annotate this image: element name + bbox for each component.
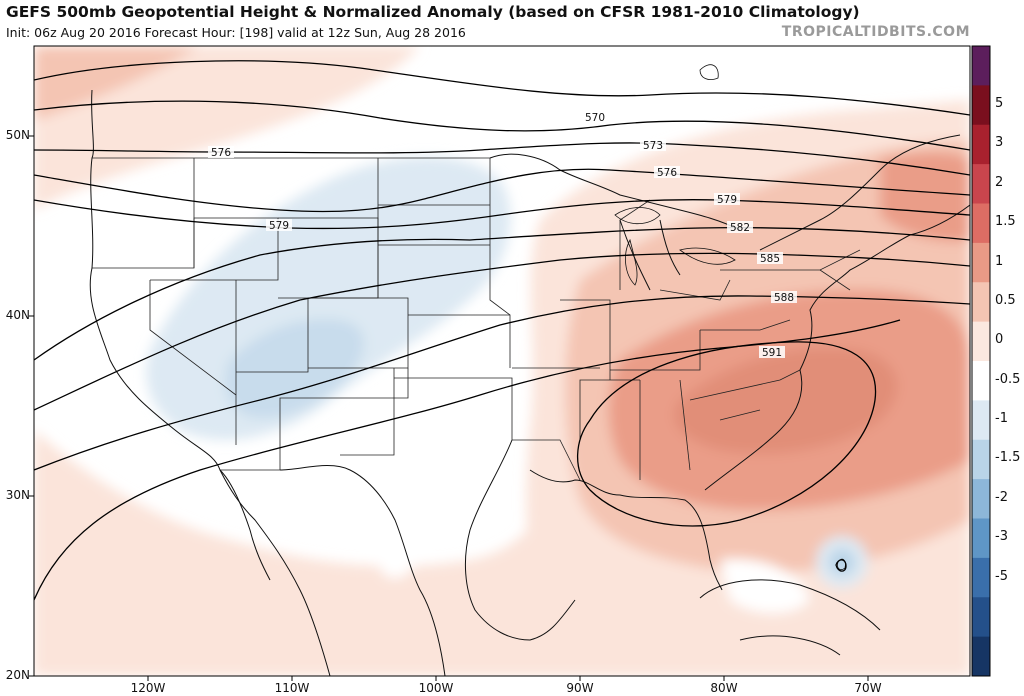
colorbar-label: 1.5: [995, 214, 1016, 230]
longitude-label: 70W: [854, 681, 882, 695]
longitude-label: 100W: [418, 681, 454, 695]
longitude-label: 120W: [130, 681, 166, 695]
latitude-label: 50N: [5, 128, 30, 142]
contour-label-588: 588: [774, 292, 794, 304]
longitude-label: 80W: [710, 681, 738, 695]
colorbar-segment: [972, 124, 990, 165]
lakes-and-islands: [614, 64, 846, 570]
colorbar-segment: [972, 242, 990, 283]
colorbar: [971, 45, 991, 677]
latitude-label: 20N: [5, 668, 30, 682]
height-contours: [34, 60, 970, 601]
contour-label-576-east: 576: [657, 167, 677, 179]
colorbar-label: 0: [995, 332, 1004, 348]
colorbar-label: 0.5: [995, 292, 1016, 308]
colorbar-label: -3: [995, 529, 1008, 545]
colorbar-segment: [972, 85, 990, 126]
contour-label-591: 591: [762, 347, 782, 359]
contour-labels: 570 573 576 576 579 579 582 585 588 591: [208, 111, 797, 359]
colorbar-label: 5: [995, 96, 1004, 112]
colorbar-label: -2: [995, 489, 1008, 505]
colorbar-segment: [972, 636, 990, 677]
colorbar-label: -5: [995, 568, 1008, 584]
colorbar-segment: [972, 46, 990, 86]
colorbar-label: 3: [995, 135, 1004, 151]
colorbar-label: 2: [995, 174, 1004, 190]
colorbar-segment: [972, 282, 990, 323]
colorbar-segment: [972, 164, 990, 204]
contour-label-576-west: 576: [211, 147, 231, 159]
page-title: GEFS 500mb Geopotential Height & Normali…: [6, 3, 860, 21]
contour-label-585: 585: [760, 253, 780, 265]
colorbar-label: 1: [995, 253, 1004, 269]
colorbar-segment: [972, 203, 990, 244]
colorbar-segment: [972, 439, 990, 480]
axis-ticks: [29, 135, 869, 681]
longitude-label: 90W: [566, 681, 594, 695]
contour-label-570: 570: [585, 112, 605, 124]
contour-label-573: 573: [643, 140, 663, 152]
map-frame: [33, 45, 971, 677]
colorbar-segment: [972, 361, 990, 401]
contour-label-579-east: 579: [717, 194, 737, 206]
colorbar-label: -0.5: [995, 371, 1021, 387]
latitude-label: 30N: [5, 488, 30, 502]
colorbar-segment: [972, 557, 990, 598]
colorbar-label: -1.5: [995, 450, 1021, 466]
colorbar-label: -1: [995, 411, 1008, 427]
contour-label-582: 582: [730, 222, 750, 234]
colorbar-frame: [971, 45, 991, 677]
colorbar-segment: [972, 479, 990, 519]
latitude-label: 40N: [5, 308, 30, 322]
anomaly-shading: [34, 46, 970, 676]
contour-label-579-west: 579: [269, 220, 289, 232]
colorbar-segment: [972, 518, 990, 559]
colorbar-segment: [972, 321, 990, 362]
source-credit: TROPICALTIDBITS.COM: [781, 24, 970, 40]
longitude-label: 110W: [274, 681, 310, 695]
colorbar-segment: [972, 597, 990, 638]
colorbar-segment: [972, 400, 990, 441]
forecast-info: Init: 06z Aug 20 2016 Forecast Hour: [19…: [6, 25, 466, 40]
